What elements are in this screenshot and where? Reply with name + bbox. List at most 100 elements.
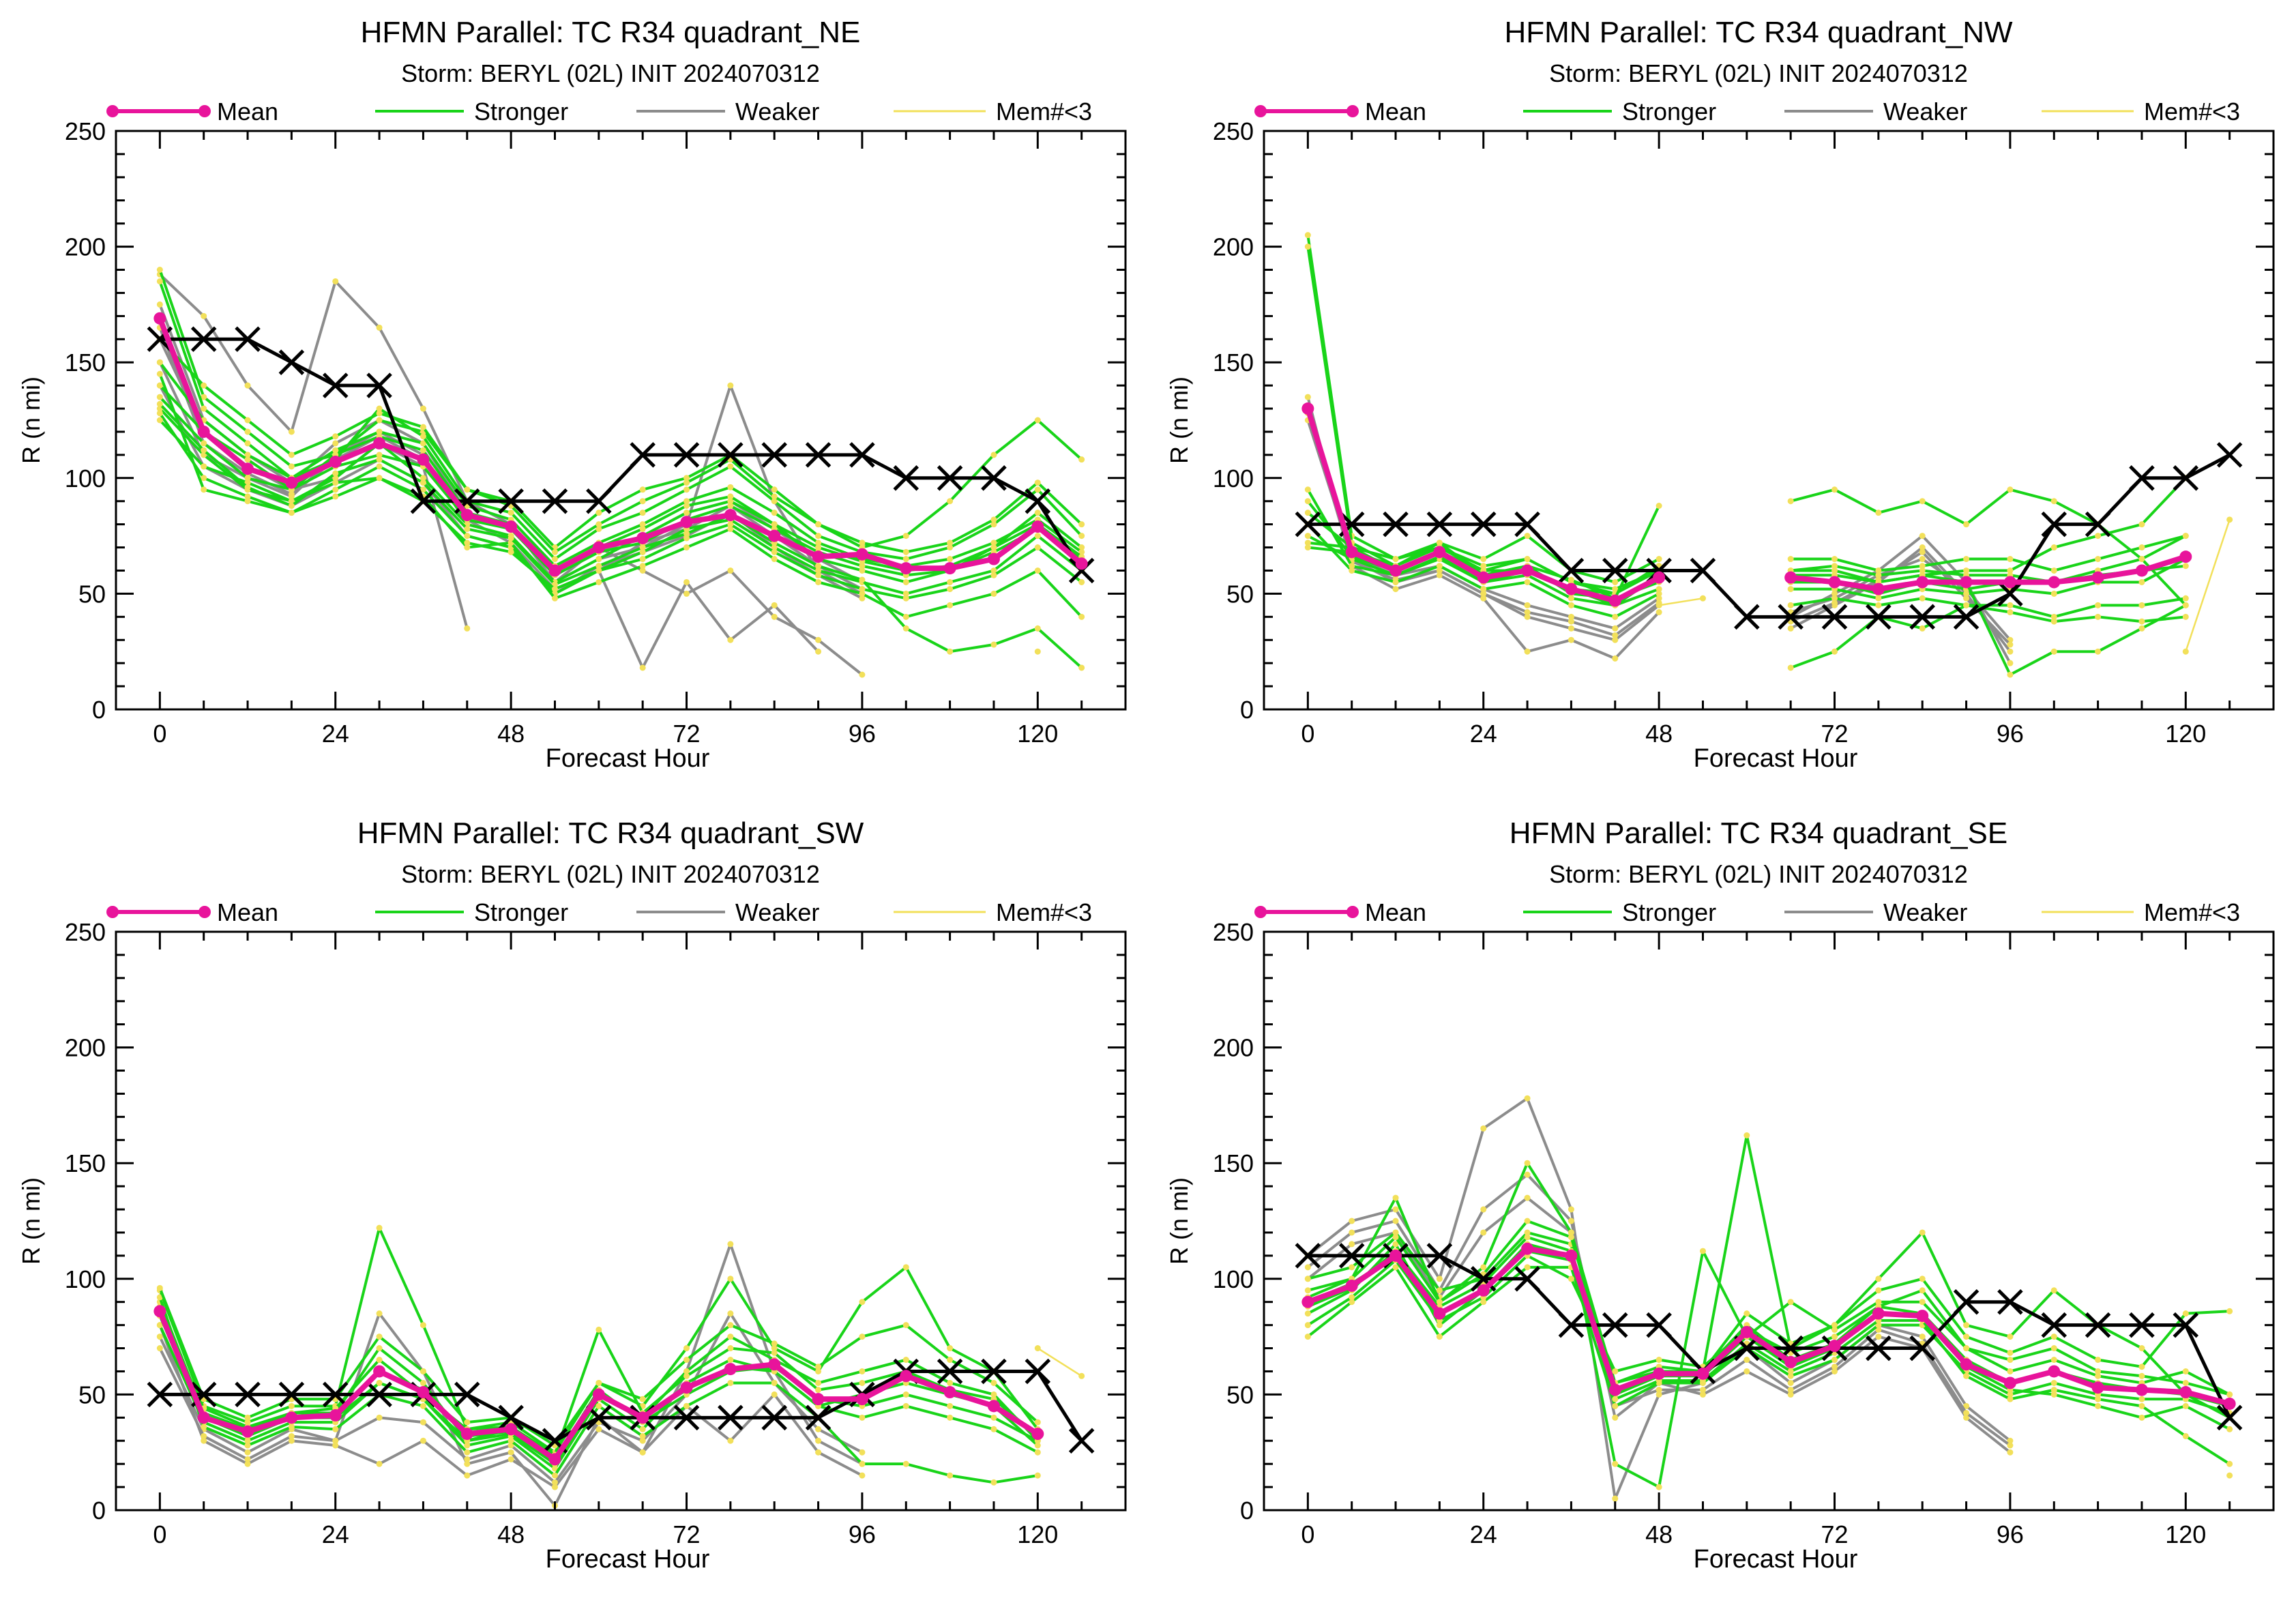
member-point xyxy=(551,548,558,555)
member-point xyxy=(1524,602,1531,608)
mean-marker xyxy=(636,531,649,544)
chart-subtitle: Storm: BERYL (02L) INIT 2024070312 xyxy=(401,59,820,87)
y-tick-label: 200 xyxy=(1213,233,1254,261)
mean-marker xyxy=(855,1393,868,1406)
member-point xyxy=(595,525,602,532)
x-axis-label: Forecast Hour xyxy=(546,744,710,773)
member-point xyxy=(947,578,954,585)
member-point xyxy=(2182,595,2189,602)
member-point xyxy=(420,1368,426,1374)
member-point xyxy=(1831,648,1838,655)
member-point xyxy=(1831,1334,1838,1340)
x-axis-label: Forecast Hour xyxy=(546,1545,710,1574)
member-point xyxy=(464,544,471,551)
member-point xyxy=(507,1437,514,1444)
member-point xyxy=(727,484,734,490)
member-point xyxy=(990,590,997,597)
member-point xyxy=(683,1357,690,1364)
chart-subtitle: Storm: BERYL (02L) INIT 2024070312 xyxy=(401,860,820,888)
member-point xyxy=(639,556,646,563)
member-point xyxy=(2182,602,2189,608)
series-line-stronger xyxy=(1791,574,2187,677)
observed-marker xyxy=(1514,1266,1540,1292)
member-point xyxy=(727,1334,734,1340)
member-point xyxy=(815,636,822,643)
member-point xyxy=(1304,498,1311,505)
series-line-few_members xyxy=(1037,1347,1083,1377)
member-point xyxy=(639,1396,646,1402)
member-point xyxy=(1304,1276,1311,1282)
member-point xyxy=(464,1472,471,1479)
series-line-weaker xyxy=(158,362,863,595)
mean-marker xyxy=(1916,576,1929,589)
member-point xyxy=(420,486,426,493)
member-point xyxy=(990,1414,997,1421)
member-point xyxy=(2007,1349,2014,1356)
mean-marker xyxy=(1696,1367,1709,1380)
mean-marker xyxy=(1477,1284,1490,1297)
member-point xyxy=(1436,563,1443,570)
member-point xyxy=(332,493,339,500)
member-point xyxy=(1078,664,1085,671)
member-point xyxy=(1480,1264,1487,1271)
member-point xyxy=(2095,1357,2102,1364)
member-point xyxy=(683,530,690,537)
member-point xyxy=(201,447,207,454)
member-point xyxy=(1524,609,1531,616)
member-point xyxy=(1349,567,1355,574)
member-point xyxy=(815,1387,822,1394)
member-point xyxy=(288,452,295,458)
member-point xyxy=(2050,1379,2057,1386)
member-point xyxy=(1078,544,1085,551)
member-point xyxy=(683,1402,690,1409)
member-point xyxy=(859,1368,866,1374)
member-point xyxy=(1743,1132,1750,1138)
member-point xyxy=(244,1414,251,1421)
member-point xyxy=(1831,1357,1838,1364)
observed-marker xyxy=(454,1381,480,1408)
member-point xyxy=(1655,586,1662,593)
member-point xyxy=(332,470,339,477)
member-point xyxy=(2226,1308,2233,1314)
member-point xyxy=(1304,1264,1311,1271)
member-point xyxy=(727,636,734,643)
member-point xyxy=(2182,648,2189,655)
y-axis-label: R (n mi) xyxy=(1165,1177,1193,1265)
legend-label-stronger: Stronger xyxy=(474,898,568,926)
member-point xyxy=(2007,1334,2014,1340)
member-point xyxy=(1524,556,1531,563)
member-point xyxy=(201,1432,207,1439)
chart-title: HFMN Parallel: TC R34 quadrant_SW xyxy=(357,816,864,850)
member-point xyxy=(2182,1368,2189,1374)
series-line-stronger xyxy=(1307,1235,2231,1465)
observed-marker xyxy=(1514,511,1540,538)
member-point xyxy=(288,1402,295,1409)
mean-marker xyxy=(1521,564,1534,577)
member-point xyxy=(902,613,909,620)
member-point xyxy=(1787,1372,1794,1379)
mean-marker xyxy=(1916,1310,1929,1323)
x-tick-label: 0 xyxy=(1301,720,1314,748)
observed-marker xyxy=(147,1381,173,1408)
member-point xyxy=(2138,1372,2145,1379)
observed-marker xyxy=(1821,604,1848,630)
member-point xyxy=(156,301,163,308)
member-point xyxy=(288,510,295,516)
member-point xyxy=(244,1460,251,1467)
observed-marker xyxy=(1778,604,1804,630)
series-line-weaker xyxy=(1306,396,1660,660)
member-point xyxy=(2095,1372,2102,1379)
member-point xyxy=(2007,1368,2014,1374)
member-point xyxy=(815,648,822,655)
mean-marker xyxy=(197,1411,210,1424)
member-point xyxy=(376,1357,383,1364)
member-point xyxy=(595,1326,602,1333)
legend-label-mean: Mean xyxy=(1365,98,1426,126)
observed-marker xyxy=(1909,1335,1935,1361)
member-point xyxy=(1699,1391,1706,1398)
member-point xyxy=(1919,625,1926,632)
member-point xyxy=(902,556,909,563)
member-point xyxy=(2050,1387,2057,1394)
member-point xyxy=(244,1419,251,1426)
member-point xyxy=(1655,1387,1662,1394)
